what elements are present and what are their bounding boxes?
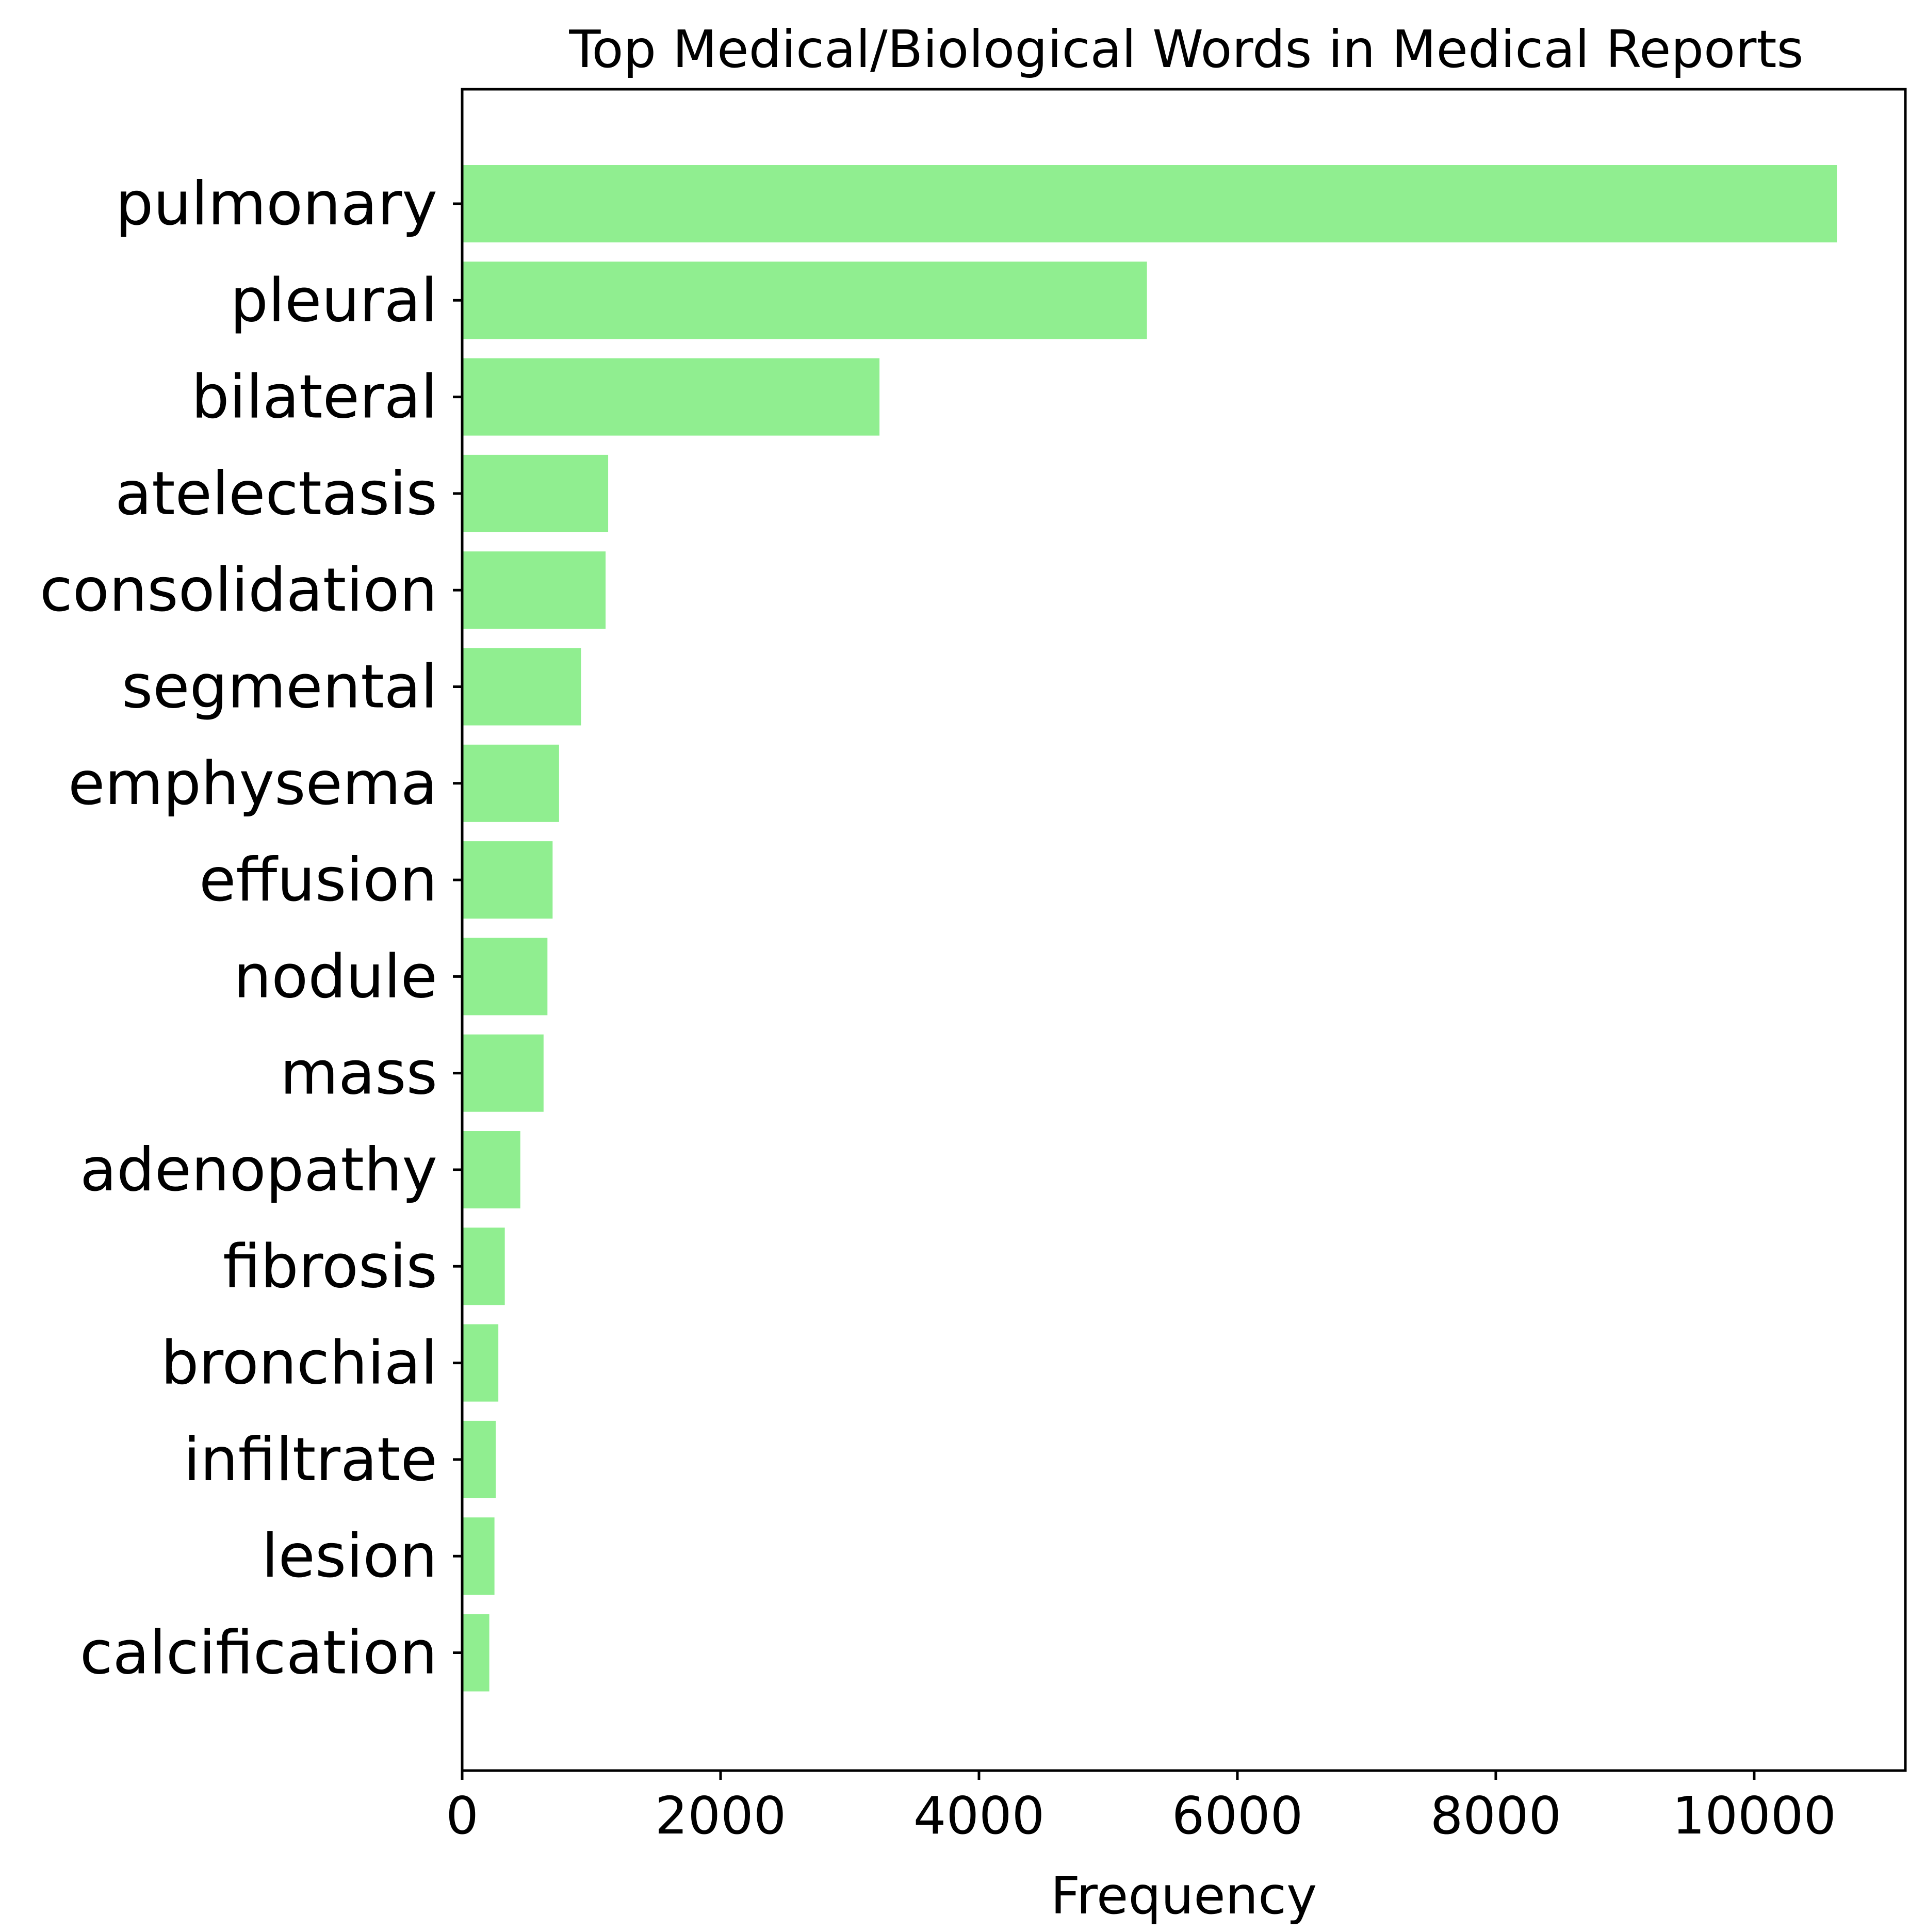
y-tick-label: pulmonary [116,169,437,239]
bar-fibrosis [462,1227,505,1305]
bar-effusion [462,841,553,919]
y-tick-label: infiltrate [184,1425,437,1495]
bar-pulmonary [462,165,1837,242]
y-tick-label: emphysema [68,749,437,818]
x-tick-label: 4000 [913,1786,1045,1846]
y-tick-label: consolidation [40,555,437,625]
plot-frame [461,88,1907,1772]
chart-title: Top Medical/Biological Words in Medical … [568,19,1803,79]
bar-adenopathy [462,1131,520,1208]
x-tick-label: 6000 [1172,1786,1303,1846]
x-tick-label: 8000 [1430,1786,1562,1846]
x-tick-label: 2000 [655,1786,787,1846]
y-tick-label: effusion [199,845,437,915]
bars-group [462,165,1837,1692]
x-axis-label: Frequency [1051,1865,1317,1926]
y-tick-label: bronchial [161,1329,437,1398]
y-tick-label: bilateral [191,363,437,432]
x-tick-label: 0 [446,1786,479,1846]
bar-lesion [462,1517,495,1595]
bar-pleural [462,261,1147,339]
y-tick-label: mass [280,1039,437,1108]
y-tick-label: lesion [262,1521,437,1591]
bar-emphysema [462,744,559,822]
bar-infiltrate [462,1420,496,1498]
x-tick-label: 10000 [1672,1786,1836,1846]
y-tick-label: fibrosis [223,1232,437,1301]
y-tick-label: atelectasis [115,459,437,529]
bar-bilateral [462,358,880,436]
bar-atelectasis [462,454,609,532]
y-tick-label: calcification [80,1618,437,1688]
bar-calcification [462,1614,489,1692]
y-axis: pulmonary pleural bilateral atelectasis cons… [40,169,462,1688]
y-tick-label: adenopathy [80,1135,437,1205]
y-tick-label: pleural [230,266,437,335]
bar-mass [462,1034,544,1112]
bar-segmental [462,648,581,726]
bar-bronchial [462,1324,499,1402]
bar-consolidation [462,551,606,629]
x-axis: 0 2000 4000 6000 8000 10000 [446,1771,1836,1846]
y-tick-label: segmental [122,652,437,722]
y-tick-label: nodule [234,942,437,1011]
bar-nodule [462,938,548,1016]
